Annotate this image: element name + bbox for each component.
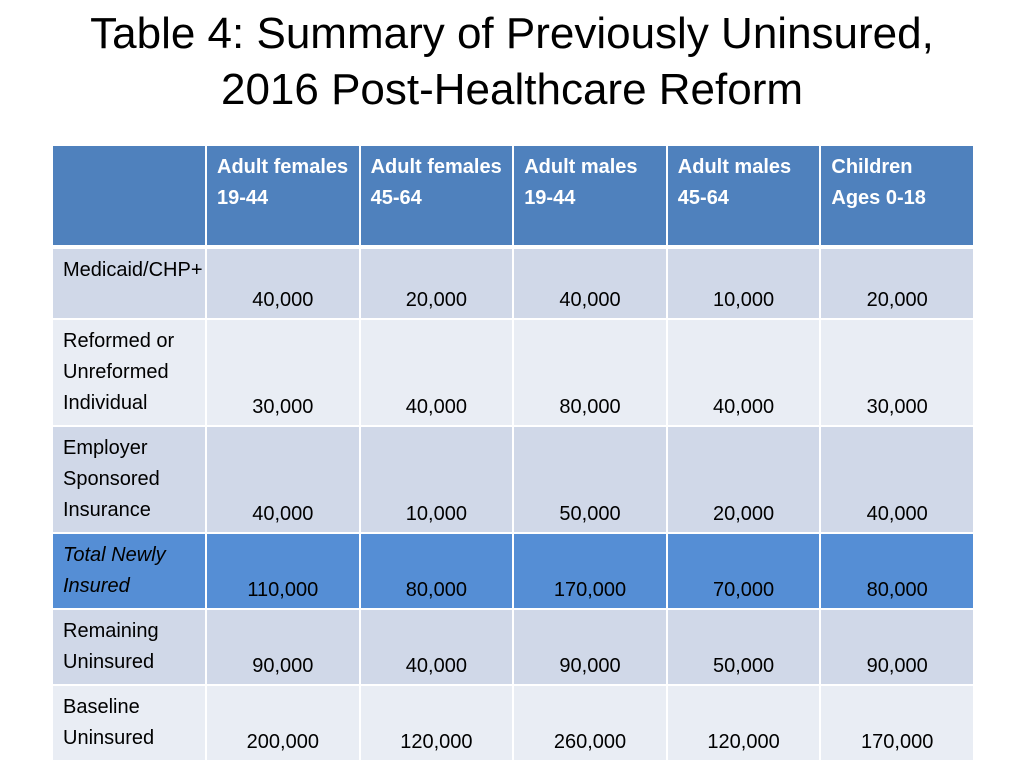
- table-cell: 200,000: [205, 684, 361, 762]
- table-cell: 90,000: [512, 608, 668, 686]
- row-label: Baseline Uninsured: [51, 684, 207, 762]
- table-cell: 30,000: [205, 318, 361, 427]
- table-cell: 120,000: [358, 684, 515, 762]
- table-cell: 170,000: [819, 684, 975, 762]
- table-cell: 40,000: [205, 246, 361, 320]
- table-cell: 40,000: [512, 246, 668, 320]
- table-cell: 20,000: [358, 246, 515, 320]
- table-header: Adult females 19-44 Adult females 45-64 …: [51, 144, 975, 249]
- column-header: Adult males 45-64: [665, 144, 822, 249]
- table-row: Baseline Uninsured 200,000 120,000 260,0…: [51, 684, 975, 762]
- row-label: Remaining Uninsured: [51, 608, 207, 686]
- header-row: Adult females 19-44 Adult females 45-64 …: [51, 144, 975, 249]
- table-cell: 10,000: [358, 425, 515, 534]
- table-cell: 40,000: [819, 425, 975, 534]
- row-label: Reformed or Unreformed Individual: [51, 318, 207, 427]
- table-cell: 260,000: [512, 684, 668, 762]
- table-row: Employer Sponsored Insurance 40,000 10,0…: [51, 425, 975, 534]
- table-cell: 40,000: [358, 318, 515, 427]
- table-cell: 10,000: [665, 246, 822, 320]
- table-body: Medicaid/CHP+ 40,000 20,000 40,000 10,00…: [51, 246, 975, 762]
- row-label: Employer Sponsored Insurance: [51, 425, 207, 534]
- table-cell: 70,000: [665, 532, 822, 610]
- table-cell: 90,000: [819, 608, 975, 686]
- column-header: Children Ages 0-18: [819, 144, 975, 249]
- table-row: Remaining Uninsured 90,000 40,000 90,000…: [51, 608, 975, 686]
- table-cell: 50,000: [512, 425, 668, 534]
- table-cell: 120,000: [665, 684, 822, 762]
- column-header: Adult females 19-44: [205, 144, 361, 249]
- table-cell: 40,000: [665, 318, 822, 427]
- table-cell: 20,000: [819, 246, 975, 320]
- table-cell: 50,000: [665, 608, 822, 686]
- row-label: Medicaid/CHP+: [51, 246, 207, 320]
- slide-title-line-1: Table 4: Summary of Previously Uninsured…: [90, 9, 934, 58]
- table-cell: 170,000: [512, 532, 668, 610]
- table-cell: 80,000: [512, 318, 668, 427]
- column-header: Adult females 45-64: [358, 144, 515, 249]
- column-header: Adult males 19-44: [512, 144, 668, 249]
- table-row: Medicaid/CHP+ 40,000 20,000 40,000 10,00…: [51, 246, 975, 320]
- header-corner-cell: [51, 144, 207, 249]
- summary-table: Adult females 19-44 Adult females 45-64 …: [51, 144, 975, 762]
- slide-title-line-2: 2016 Post-Healthcare Reform: [220, 65, 804, 114]
- table-cell: 80,000: [819, 532, 975, 610]
- table-cell: 110,000: [205, 532, 361, 610]
- table-row: Reformed or Unreformed Individual 30,000…: [51, 318, 975, 427]
- total-row: Total Newly Insured 110,000 80,000 170,0…: [51, 532, 975, 610]
- table-cell: 40,000: [358, 608, 515, 686]
- slide-title: Table 4: Summary of Previously Uninsured…: [0, 6, 1024, 118]
- row-label: Total Newly Insured: [51, 532, 207, 610]
- table-cell: 80,000: [358, 532, 515, 610]
- table-cell: 20,000: [665, 425, 822, 534]
- table-cell: 90,000: [205, 608, 361, 686]
- table-cell: 30,000: [819, 318, 975, 427]
- table-cell: 40,000: [205, 425, 361, 534]
